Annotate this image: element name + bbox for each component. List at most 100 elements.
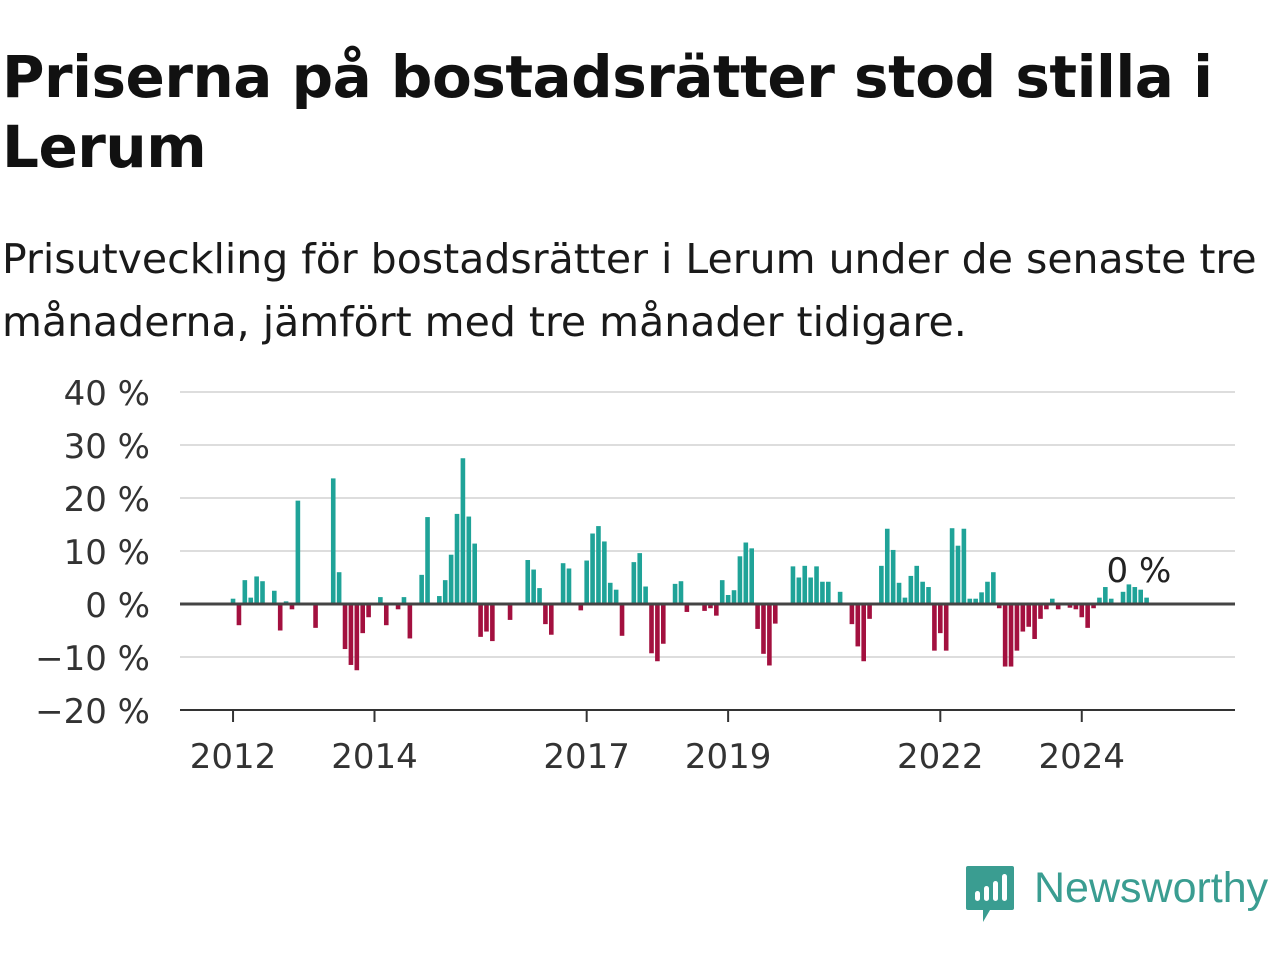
bar xyxy=(330,478,336,604)
y-tick-label: −10 % xyxy=(35,639,150,679)
bar xyxy=(725,594,731,604)
bar xyxy=(849,604,855,625)
x-tick-label: 2024 xyxy=(1038,737,1125,777)
bar xyxy=(1144,597,1149,604)
bar xyxy=(1038,604,1043,619)
y-tick-label: 10 % xyxy=(64,533,150,573)
bar xyxy=(1032,604,1037,639)
bar xyxy=(1002,604,1008,667)
bar xyxy=(637,553,643,604)
bar xyxy=(655,604,660,662)
bar xyxy=(1138,589,1143,604)
bar xyxy=(1073,604,1079,610)
bar xyxy=(902,597,908,604)
bar xyxy=(955,545,961,604)
bar xyxy=(890,549,896,604)
bar xyxy=(943,604,949,651)
bar xyxy=(1108,598,1114,604)
bar xyxy=(1097,597,1102,604)
x-axis-ticks: 2012 2014 2017 2019 2022 2024 xyxy=(190,710,1125,777)
bar xyxy=(802,565,808,604)
bar xyxy=(908,575,914,604)
bar xyxy=(814,566,819,604)
bar xyxy=(419,574,424,604)
x-tick-label: 2014 xyxy=(331,737,418,777)
bar xyxy=(772,604,778,624)
bar xyxy=(643,586,648,604)
bar xyxy=(560,563,566,604)
bar xyxy=(613,589,619,604)
chart-title: Priserna på bostadsrätter stod stilla i … xyxy=(2,43,1213,181)
x-tick-label: 2022 xyxy=(897,737,984,777)
bar xyxy=(242,580,248,604)
last-value-annotation: 0 % xyxy=(1107,551,1172,591)
bar xyxy=(478,604,483,637)
bar xyxy=(743,542,749,604)
bar xyxy=(949,528,955,604)
bar xyxy=(808,577,813,604)
y-tick-label: −20 % xyxy=(35,692,150,732)
bar xyxy=(879,565,884,604)
y-axis-ticks: −20 % −10 % 0 % 10 % 20 % 30 % 40 % xyxy=(35,374,150,732)
bar xyxy=(926,587,931,604)
bar xyxy=(719,580,725,604)
bar xyxy=(920,581,925,604)
bar xyxy=(1044,604,1049,610)
bar xyxy=(437,596,442,604)
bar xyxy=(566,568,572,604)
bar xyxy=(590,533,595,604)
bar xyxy=(277,604,283,631)
y-tick-label: 20 % xyxy=(64,480,150,520)
bar xyxy=(313,604,318,628)
bar xyxy=(1085,604,1090,628)
bar xyxy=(861,604,866,662)
bar-chart: −20 %−10 %0 %10 %20 %30 %40 % 2012 2014 20… xyxy=(35,374,1235,777)
bar xyxy=(342,604,348,650)
bar xyxy=(543,604,548,625)
newsworthy-logo: Newsworthy xyxy=(964,864,1276,926)
bar xyxy=(914,565,920,604)
bar xyxy=(790,566,796,604)
bar xyxy=(796,577,802,604)
bar xyxy=(649,604,654,654)
bar xyxy=(401,597,407,604)
newsworthy-logo-icon xyxy=(966,866,1014,922)
y-tick-label: 0 % xyxy=(85,586,150,626)
bar xyxy=(607,582,613,604)
bar xyxy=(1120,591,1126,604)
bar xyxy=(578,604,584,611)
bar xyxy=(967,598,973,604)
bar xyxy=(1091,604,1096,609)
bar xyxy=(820,581,825,604)
bar xyxy=(336,572,342,604)
bar xyxy=(596,526,601,604)
x-tick-label: 2017 xyxy=(543,737,630,777)
bar xyxy=(383,604,389,626)
bar xyxy=(260,581,265,604)
bar xyxy=(938,604,943,634)
bar xyxy=(348,604,354,665)
bar xyxy=(855,604,861,647)
bar xyxy=(1055,604,1061,610)
chart-subtitle: Prisutveckling för bostadsrätter i Lerum… xyxy=(2,235,1257,346)
bar xyxy=(672,583,678,604)
bar xyxy=(731,590,737,604)
bar xyxy=(248,597,254,604)
bar xyxy=(1008,604,1014,667)
bar xyxy=(490,604,495,642)
bar xyxy=(702,604,707,611)
x-tick-label: 2019 xyxy=(685,737,772,777)
bar xyxy=(454,513,460,604)
bar xyxy=(236,604,242,626)
bar xyxy=(619,604,625,636)
bars xyxy=(230,458,1149,671)
bar xyxy=(684,604,690,612)
bar xyxy=(525,560,531,604)
bar xyxy=(466,516,472,604)
annotations: 0 % xyxy=(1107,551,1172,591)
bar xyxy=(425,517,430,604)
bar xyxy=(1049,598,1055,604)
bar xyxy=(531,569,536,604)
bar xyxy=(932,604,937,651)
bar xyxy=(761,604,766,654)
